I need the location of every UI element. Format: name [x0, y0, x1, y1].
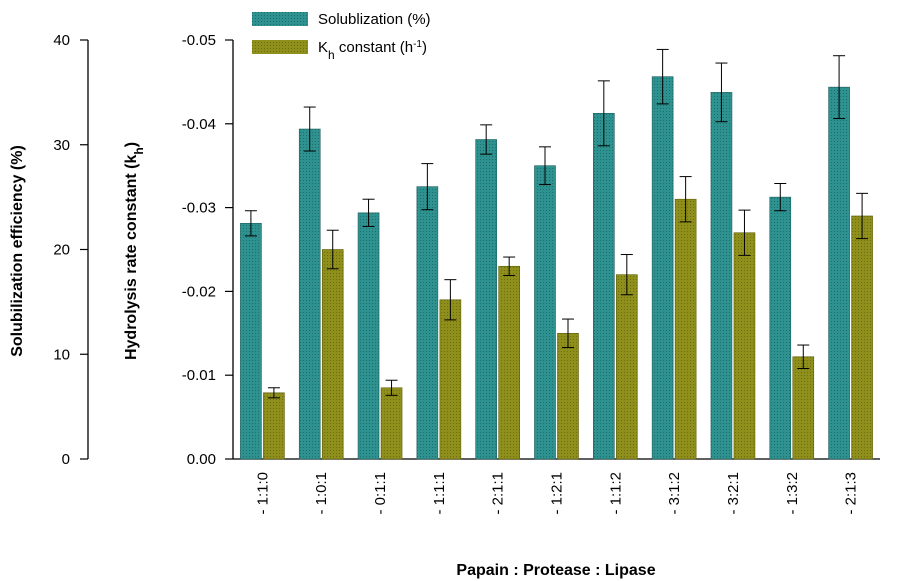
bar-kh-constant — [851, 215, 873, 460]
error-bar-kh-constant — [856, 192, 869, 240]
x-tick-label: - 3:2:1 — [725, 472, 742, 515]
error-bar-kh-constant — [562, 318, 574, 349]
error-bar-solubilization — [362, 198, 375, 227]
bar-solubilization — [593, 113, 615, 460]
x-tick-label: - 3:1:2 — [666, 472, 683, 515]
legend: Solublization (%) Kh constant (h-1) — [252, 11, 431, 62]
right-tick-label: 0.00 — [187, 451, 216, 468]
x-tick-label: - 1:1:1 — [431, 472, 448, 515]
error-bar-solubilization — [597, 80, 610, 147]
bar-kh-constant — [498, 265, 520, 460]
x-tick-label: - 0:1:1 — [372, 472, 389, 515]
error-bar-kh-constant — [326, 229, 339, 270]
left-tick-label: 30 — [53, 137, 70, 154]
left-tick-label: 20 — [53, 242, 70, 259]
bars — [240, 48, 873, 460]
error-bar-kh-constant — [503, 256, 516, 276]
error-bar-kh-constant — [444, 279, 457, 321]
bar-kh-constant — [380, 387, 403, 460]
error-bar-solubilization — [421, 163, 434, 211]
error-bar-kh-constant — [267, 387, 280, 399]
left-axis: 0 10 20 30 40 — [53, 32, 89, 468]
right-tick-label: -0.05 — [182, 32, 216, 49]
right-axis-title: Hydrolysis rate constant (kh) — [123, 142, 146, 360]
right-tick-label: -0.04 — [182, 116, 216, 133]
bar-kh-constant — [792, 356, 815, 460]
bar-kh-constant — [439, 299, 462, 460]
error-bar-kh-constant — [738, 209, 751, 256]
error-bar-solubilization — [715, 62, 728, 123]
error-bar-kh-constant — [797, 344, 810, 369]
left-tick-label: 0 — [62, 451, 70, 468]
bar-kh-constant — [321, 249, 344, 460]
error-bar-solubilization — [303, 106, 316, 152]
error-bar-solubilization — [539, 146, 551, 186]
x-axis-title: Papain : Protease : Lipase — [456, 562, 655, 579]
left-tick-label: 10 — [53, 346, 70, 363]
right-axis: 0.00 -0.01 -0.02 -0.03 -0.04 -0.05 — [182, 32, 880, 468]
bar-solubilization — [357, 212, 380, 460]
bar-solubilization — [534, 165, 556, 460]
error-bar-kh-constant — [679, 176, 692, 223]
x-tick-label: - 2:1:1 — [490, 472, 507, 515]
bar-solubilization — [769, 196, 792, 460]
error-bar-kh-constant — [385, 379, 398, 396]
legend-swatch-kh — [252, 40, 308, 54]
x-tick-label: - 1:0:1 — [313, 472, 330, 515]
bar-solubilization — [828, 86, 850, 460]
error-bar-solubilization — [833, 55, 846, 120]
bar-solubilization — [651, 76, 674, 460]
left-tick-label: 40 — [53, 32, 70, 49]
right-tick-label: -0.03 — [182, 200, 216, 217]
error-bar-solubilization — [480, 124, 493, 155]
x-tick-label: - 2:1:3 — [843, 472, 860, 515]
bar-solubilization — [416, 186, 439, 460]
bar-kh-constant — [674, 198, 697, 460]
x-tick-label: - 1:2:1 — [549, 472, 566, 515]
error-bar-solubilization — [244, 210, 257, 237]
legend-label-solubilization: Solublization (%) — [318, 11, 431, 28]
bar-solubilization — [710, 92, 733, 460]
bar-kh-constant — [733, 232, 756, 460]
error-bar-solubilization — [656, 48, 669, 105]
right-tick-label: -0.01 — [182, 367, 216, 384]
bar-solubilization — [298, 128, 321, 460]
right-tick-label: -0.02 — [182, 283, 216, 300]
error-bar-solubilization — [774, 183, 787, 212]
bar-kh-constant — [557, 332, 579, 460]
x-tick-label: - 1:1:2 — [607, 472, 624, 515]
left-axis-title: Solubilization efficiency (%) — [9, 145, 26, 357]
x-tick-label: - 1:3:2 — [784, 472, 801, 515]
bar-solubilization — [475, 139, 497, 460]
bar-solubilization — [240, 223, 262, 460]
error-bar-kh-constant — [620, 254, 633, 296]
legend-label-kh: Kh constant (h-1) — [318, 39, 427, 63]
bar-kh-constant — [263, 392, 285, 460]
x-tick-label: - 1:1:0 — [254, 472, 271, 515]
x-tick-labels: - 1:1:0 - 1:0:1 - 0:1:1 - 1:1:1 - 2:1:1 - 1:2… — [254, 472, 859, 515]
bar-kh-constant — [616, 274, 638, 460]
legend-swatch-solubilization — [252, 12, 308, 26]
